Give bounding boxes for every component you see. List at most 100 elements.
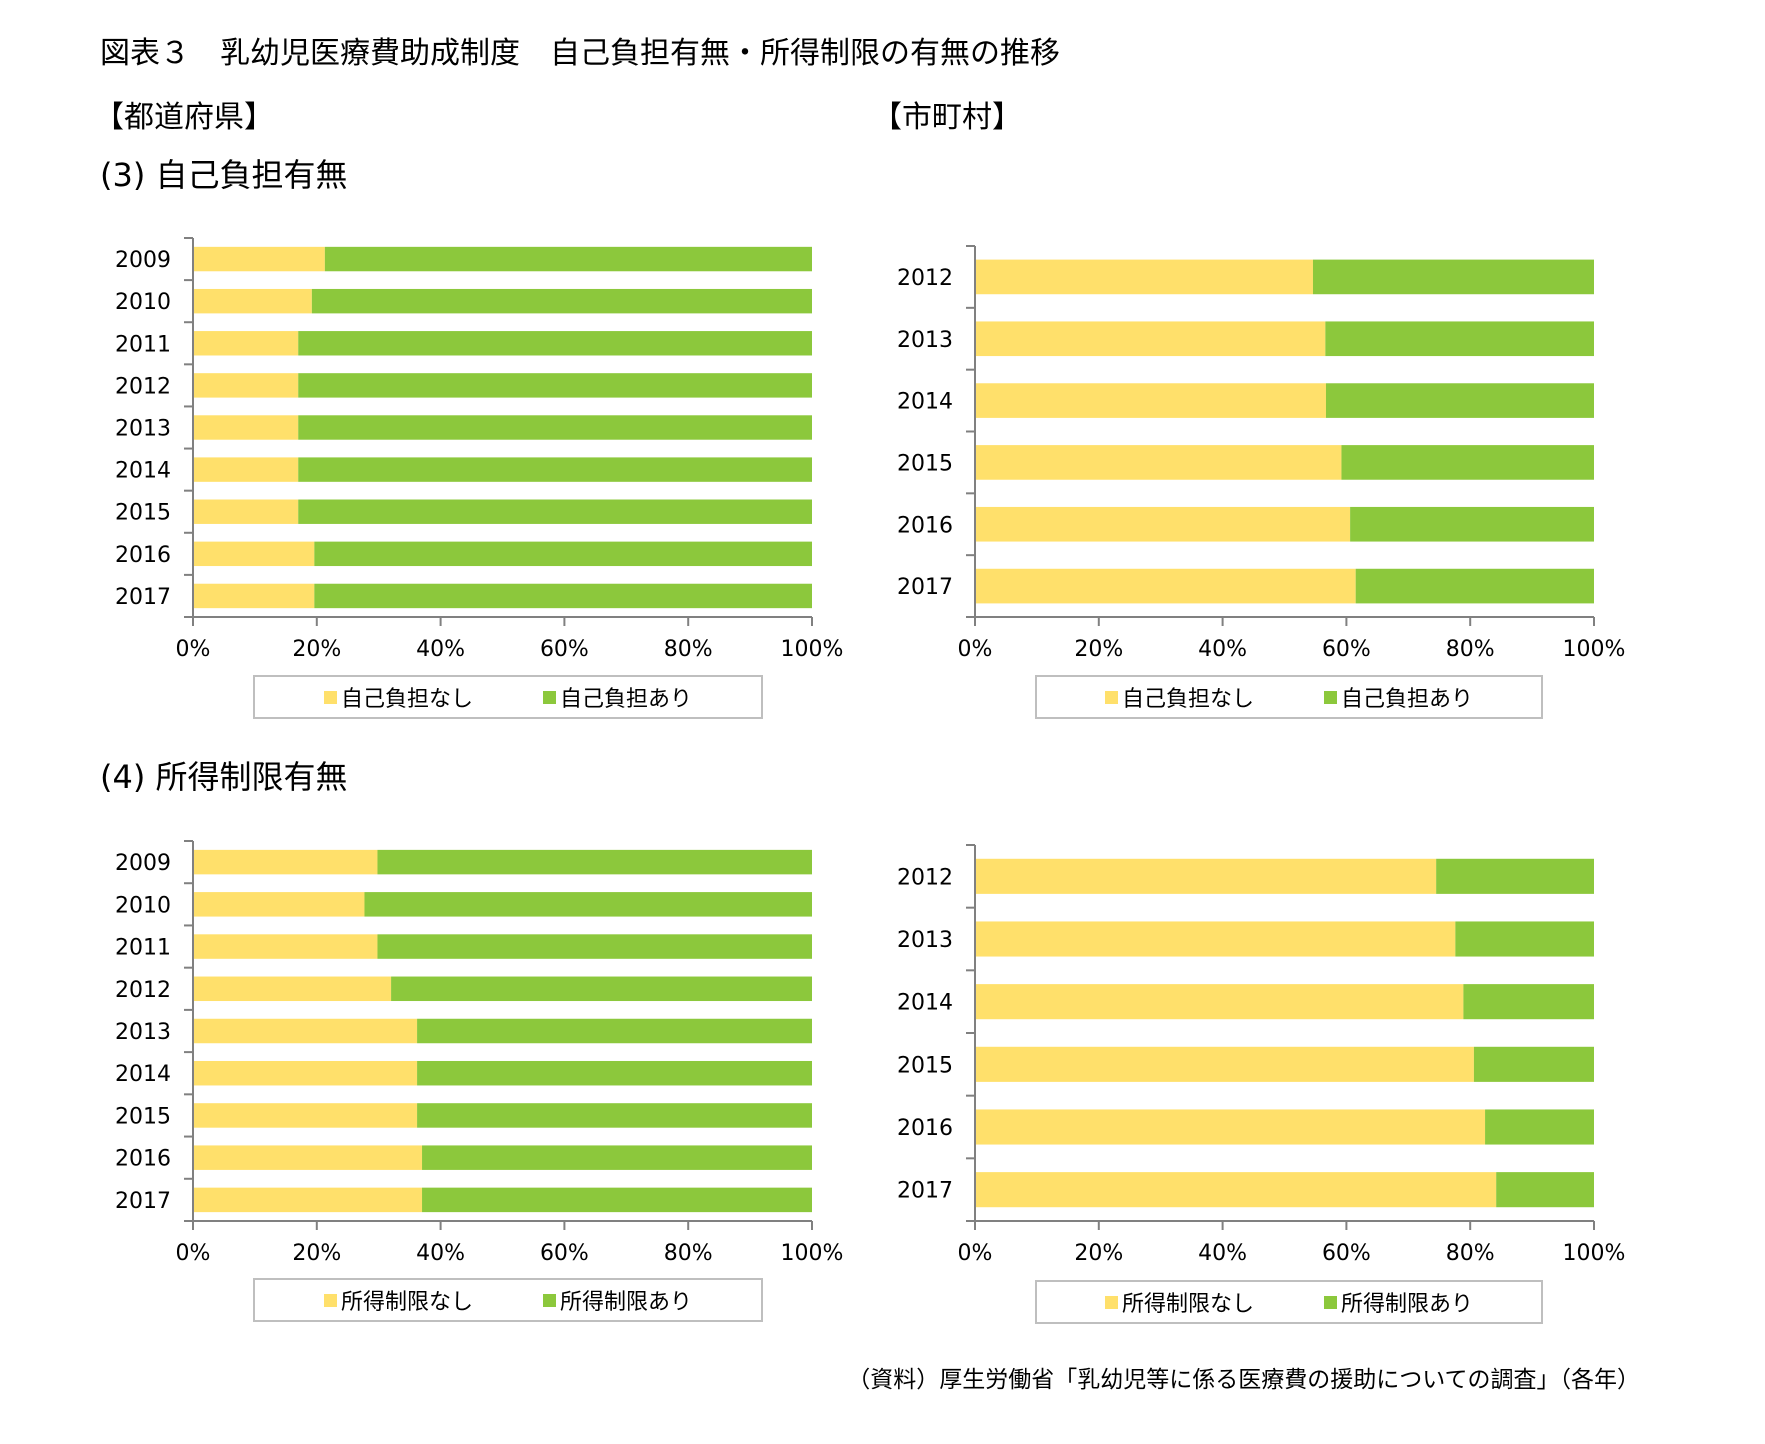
y-tick-label: 2012 xyxy=(115,374,171,399)
bar-municipality-income-limit-2016-has xyxy=(1485,1109,1594,1145)
x-tick-label: 60% xyxy=(540,1241,589,1266)
x-tick-label: 80% xyxy=(664,1241,713,1266)
section-heading-self-pay: (3) 自己負担有無 xyxy=(100,156,348,194)
y-tick-label: 2015 xyxy=(897,451,953,476)
legend-municipality-income-limit: 所得制限なし 所得制限あり xyxy=(1035,1280,1543,1324)
bar-prefecture-income-limit-2011-none xyxy=(193,934,378,959)
legend-prefecture-income-limit: 所得制限なし 所得制限あり xyxy=(253,1278,763,1322)
y-tick-label: 2014 xyxy=(897,991,953,1016)
x-tick-label: 100% xyxy=(1563,1241,1626,1266)
bar-municipality-income-limit-2017-has xyxy=(1496,1172,1594,1208)
legend-label: 自己負担なし xyxy=(340,687,473,712)
legend-label: 自己負担なし xyxy=(1121,687,1254,712)
legend-item-has: 自己負担あり xyxy=(1324,681,1473,713)
y-tick-label: 2010 xyxy=(115,290,171,315)
bar-municipality-self-pay-2015-none xyxy=(975,445,1342,480)
bar-prefecture-income-limit-2010-none xyxy=(193,892,365,917)
bar-municipality-self-pay-2017-none xyxy=(975,568,1356,604)
bar-prefecture-self-pay-2011-none xyxy=(193,331,299,356)
bar-prefecture-self-pay-2015-has xyxy=(298,499,813,524)
x-tick-label: 40% xyxy=(1198,1241,1247,1266)
y-tick-label: 2017 xyxy=(115,1189,171,1214)
bar-prefecture-self-pay-2013-none xyxy=(193,415,299,440)
x-tick-label: 100% xyxy=(1563,637,1626,662)
bar-municipality-self-pay-2013-has xyxy=(1325,321,1594,357)
legend-label: 所得制限あり xyxy=(560,1290,693,1315)
y-tick-label: 2016 xyxy=(115,543,171,568)
bar-prefecture-self-pay-2009-none xyxy=(193,246,325,272)
y-tick-label: 2016 xyxy=(897,1116,953,1141)
section-heading-income-limit: (4) 所得制限有無 xyxy=(100,758,348,796)
bar-prefecture-self-pay-2013-has xyxy=(298,415,813,440)
y-tick-label: 2011 xyxy=(115,332,171,357)
x-tick-label: 0% xyxy=(958,1241,993,1266)
x-tick-label: 0% xyxy=(176,637,211,662)
bar-prefecture-income-limit-2016-has xyxy=(422,1145,812,1170)
y-tick-label: 2017 xyxy=(897,1179,953,1204)
bar-municipality-self-pay-2014-has xyxy=(1325,383,1594,418)
legend-swatch-none xyxy=(323,1293,337,1307)
y-tick-label: 2014 xyxy=(115,459,171,484)
bar-municipality-income-limit-2014-has xyxy=(1463,984,1594,1020)
legend-label: 所得制限なし xyxy=(340,1290,473,1315)
y-tick-label: 2013 xyxy=(897,928,953,953)
bar-municipality-self-pay-2017-has xyxy=(1355,568,1594,604)
bar-prefecture-self-pay-2017-none xyxy=(193,583,315,609)
y-tick-label: 2009 xyxy=(115,851,171,876)
bar-municipality-income-limit-2012-none xyxy=(975,858,1437,894)
legend-swatch-has xyxy=(1324,1295,1337,1309)
source-note: （資料）厚生労働省「乳幼児等に係る医療費の援助についての調査」（各年） xyxy=(847,1367,1640,1393)
bar-municipality-income-limit-2014-none xyxy=(975,984,1464,1020)
bar-prefecture-income-limit-2011-has xyxy=(377,934,812,959)
x-tick-label: 40% xyxy=(1198,637,1247,662)
bar-prefecture-income-limit-2014-none xyxy=(193,1060,418,1086)
x-tick-label: 20% xyxy=(1074,1241,1123,1266)
x-tick-label: 80% xyxy=(1446,1241,1495,1266)
x-tick-label: 0% xyxy=(958,637,993,662)
x-tick-label: 40% xyxy=(416,637,465,662)
bar-municipality-income-limit-2016-none xyxy=(975,1109,1486,1145)
y-tick-label: 2012 xyxy=(897,266,953,291)
legend-label: 自己負担あり xyxy=(560,687,693,712)
bar-prefecture-income-limit-2009-none xyxy=(193,849,378,875)
legend-swatch-has xyxy=(543,1293,556,1307)
y-tick-label: 2013 xyxy=(115,417,171,442)
y-tick-label: 2014 xyxy=(115,1062,171,1087)
bar-prefecture-self-pay-2009-has xyxy=(324,246,812,272)
x-tick-label: 20% xyxy=(292,637,341,662)
y-tick-label: 2009 xyxy=(115,248,171,273)
y-tick-label: 2012 xyxy=(115,978,171,1003)
bar-prefecture-income-limit-2012-has xyxy=(391,976,812,1002)
bar-municipality-self-pay-2016-none xyxy=(975,506,1351,542)
figure-title: 図表３ 乳幼児医療費助成制度 自己負担有無・所得制限の有無の推移 xyxy=(100,36,1060,71)
bar-prefecture-income-limit-2010-has xyxy=(364,892,812,917)
bar-municipality-income-limit-2013-has xyxy=(1455,921,1594,957)
y-tick-label: 2015 xyxy=(115,501,171,526)
x-tick-label: 60% xyxy=(1322,1241,1371,1266)
bar-prefecture-income-limit-2015-none xyxy=(193,1103,418,1128)
bar-prefecture-income-limit-2015-has xyxy=(417,1103,812,1128)
bar-municipality-income-limit-2015-has xyxy=(1473,1046,1594,1082)
x-tick-label: 100% xyxy=(781,1241,844,1266)
legend-label: 自己負担あり xyxy=(1341,687,1474,712)
x-tick-label: 100% xyxy=(781,637,844,662)
bar-municipality-self-pay-2012-has xyxy=(1312,259,1594,295)
bar-prefecture-income-limit-2013-has xyxy=(417,1018,812,1044)
bar-municipality-self-pay-2016-has xyxy=(1350,506,1594,542)
legend-item-has: 所得制限あり xyxy=(543,1284,692,1316)
bar-prefecture-income-limit-2013-none xyxy=(193,1018,418,1044)
bar-municipality-self-pay-2015-has xyxy=(1341,445,1594,480)
y-tick-label: 2011 xyxy=(115,936,171,961)
y-tick-label: 2012 xyxy=(897,865,953,890)
group-label-prefecture: 【都道府県】 xyxy=(94,100,274,135)
bar-prefecture-income-limit-2016-none xyxy=(193,1145,423,1170)
x-tick-label: 40% xyxy=(416,1241,465,1266)
bar-prefecture-self-pay-2014-has xyxy=(298,457,813,482)
bar-municipality-income-limit-2015-none xyxy=(975,1046,1474,1082)
bar-prefecture-self-pay-2016-none xyxy=(193,541,315,567)
legend-label: 所得制限なし xyxy=(1121,1292,1254,1317)
legend-swatch-none xyxy=(1104,690,1118,704)
legend-item-none: 自己負担なし xyxy=(1104,681,1254,713)
bar-prefecture-income-limit-2012-none xyxy=(193,976,392,1002)
